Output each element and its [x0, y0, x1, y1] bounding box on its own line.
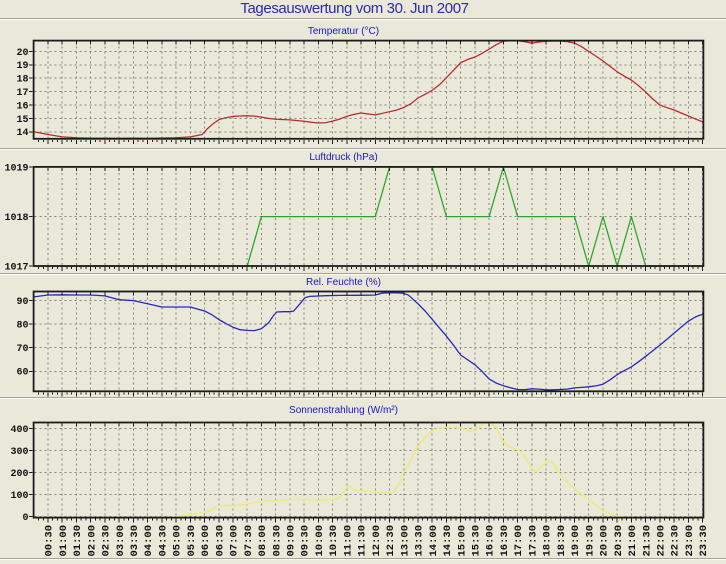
svg-text:08:30: 08:30: [271, 525, 283, 557]
svg-text:80: 80: [16, 320, 28, 331]
svg-text:19:30: 19:30: [584, 525, 596, 557]
svg-text:03:30: 03:30: [129, 525, 141, 557]
svg-text:1017: 1017: [4, 263, 28, 274]
svg-text:15:30: 15:30: [471, 525, 483, 557]
svg-text:19:00: 19:00: [570, 525, 582, 557]
svg-text:01:00: 01:00: [58, 525, 70, 557]
svg-text:09:30: 09:30: [300, 525, 312, 557]
svg-text:05:00: 05:00: [172, 525, 184, 557]
svg-text:17:30: 17:30: [527, 525, 539, 557]
svg-text:07:00: 07:00: [229, 525, 241, 557]
svg-text:60: 60: [16, 368, 28, 379]
svg-text:13:00: 13:00: [399, 525, 411, 557]
svg-text:20:30: 20:30: [613, 525, 625, 557]
svg-text:02:30: 02:30: [101, 525, 113, 557]
svg-text:18:30: 18:30: [556, 525, 568, 557]
svg-text:22:00: 22:00: [656, 525, 668, 557]
svg-text:01:30: 01:30: [72, 525, 84, 557]
svg-text:0: 0: [22, 513, 28, 524]
svg-text:14:30: 14:30: [442, 525, 454, 557]
svg-text:04:00: 04:00: [143, 525, 155, 557]
svg-text:20: 20: [16, 48, 28, 59]
svg-text:18: 18: [16, 75, 28, 86]
svg-text:16:30: 16:30: [499, 525, 511, 557]
svg-text:17:00: 17:00: [513, 525, 525, 557]
svg-text:19: 19: [16, 61, 28, 72]
svg-text:21:00: 21:00: [627, 525, 639, 557]
svg-text:18:00: 18:00: [542, 525, 554, 557]
svg-text:1019: 1019: [4, 163, 28, 174]
svg-text:08:00: 08:00: [257, 525, 269, 557]
svg-text:90: 90: [16, 297, 28, 308]
svg-text:10:00: 10:00: [314, 525, 326, 557]
svg-text:1018: 1018: [4, 213, 28, 224]
svg-text:23:30: 23:30: [698, 525, 710, 557]
svg-text:10:30: 10:30: [328, 525, 340, 557]
svg-text:16: 16: [16, 101, 28, 112]
svg-text:11:30: 11:30: [357, 525, 369, 557]
svg-text:05:30: 05:30: [186, 525, 198, 557]
svg-text:02:00: 02:00: [86, 525, 98, 557]
svg-text:200: 200: [10, 469, 28, 480]
svg-text:300: 300: [10, 447, 28, 458]
svg-text:20:00: 20:00: [599, 525, 611, 557]
svg-text:14: 14: [16, 128, 28, 139]
svg-text:15:00: 15:00: [456, 525, 468, 557]
svg-text:400: 400: [10, 425, 28, 436]
svg-text:14:00: 14:00: [428, 525, 440, 557]
svg-text:15: 15: [16, 115, 28, 126]
svg-text:12:00: 12:00: [371, 525, 383, 557]
svg-text:70: 70: [16, 344, 28, 355]
svg-text:11:00: 11:00: [342, 525, 354, 557]
svg-text:100: 100: [10, 491, 28, 502]
svg-text:06:00: 06:00: [200, 525, 212, 557]
svg-text:00:30: 00:30: [44, 525, 56, 557]
svg-text:13:30: 13:30: [414, 525, 426, 557]
svg-text:07:30: 07:30: [243, 525, 255, 557]
svg-text:12:30: 12:30: [385, 525, 397, 557]
svg-text:06:30: 06:30: [214, 525, 226, 557]
svg-text:22:30: 22:30: [670, 525, 682, 557]
svg-text:03:00: 03:00: [115, 525, 127, 557]
svg-text:04:30: 04:30: [157, 525, 169, 557]
svg-text:16:00: 16:00: [485, 525, 497, 557]
svg-text:23:00: 23:00: [684, 525, 696, 557]
svg-text:17: 17: [16, 88, 28, 99]
svg-text:21:30: 21:30: [641, 525, 653, 557]
svg-text:09:00: 09:00: [286, 525, 298, 557]
